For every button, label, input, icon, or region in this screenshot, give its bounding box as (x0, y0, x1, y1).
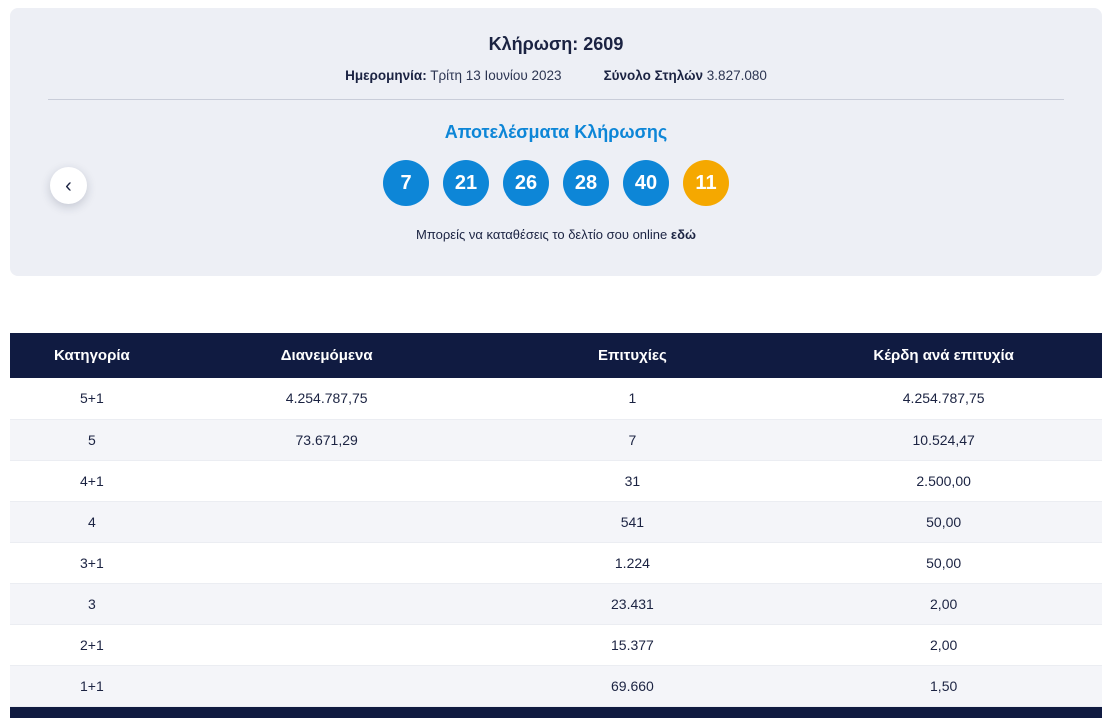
cell-prize: 2,00 (785, 624, 1102, 666)
table-row: 5 73.671,29 7 10.524,47 (10, 419, 1102, 461)
joker-number-ball: 11 (683, 160, 729, 206)
cell-category: 5 (10, 419, 174, 461)
cell-distributed (173, 665, 480, 707)
cell-prize: 2.500,00 (785, 460, 1102, 502)
table-header-row: Κατηγορία Διανεμόμενα Επιτυχίες Κέρδη αν… (10, 333, 1102, 378)
winning-number-ball: 21 (443, 160, 489, 206)
draw-date: Ημερομηνία: Τρίτη 13 Ιουνίου 2023 (345, 68, 561, 83)
draw-columns-value: 3.827.080 (706, 68, 767, 83)
cell-prize: 10.524,47 (785, 419, 1102, 461)
draw-meta: Ημερομηνία: Τρίτη 13 Ιουνίου 2023 Σύνολο… (10, 68, 1102, 83)
draw-title: Κλήρωση: 2609 (488, 34, 624, 54)
winning-numbers: 7 21 26 28 40 11 (10, 160, 1102, 206)
carousel-prev-button[interactable]: ‹ (50, 167, 87, 204)
draw-columns-label: Σύνολο Στηλών (603, 68, 704, 83)
cell-category: 4+1 (10, 460, 174, 502)
cell-winners: 69.660 (479, 665, 786, 707)
table-row: 4+1 31 2.500,00 (10, 460, 1102, 502)
table-row: 3 23.431 2,00 (10, 583, 1102, 625)
column-header-prize: Κέρδη ανά επιτυχία (785, 333, 1102, 378)
draw-date-value: Τρίτη 13 Ιουνίου 2023 (430, 68, 562, 83)
cell-distributed: 4.254.787,75 (173, 378, 480, 420)
cell-winners: 31 (479, 460, 786, 502)
cell-prize: 1,50 (785, 665, 1102, 707)
cell-category: 5+1 (10, 378, 174, 420)
divider (48, 99, 1064, 100)
draw-columns: Σύνολο Στηλών 3.827.080 (604, 68, 767, 83)
cell-prize: 50,00 (785, 542, 1102, 584)
cell-category: 3 (10, 583, 174, 625)
winning-number-ball: 26 (503, 160, 549, 206)
cell-category: 4 (10, 501, 174, 543)
cell-winners: 1.224 (479, 542, 786, 584)
cell-winners: 7 (479, 419, 786, 461)
winning-number-ball: 28 (563, 160, 609, 206)
winning-number-ball: 7 (383, 160, 429, 206)
deposit-cta: Μπορείς να καταθέσεις το δελτίο σου onli… (10, 227, 1102, 242)
column-header-category: Κατηγορία (10, 333, 174, 378)
cell-winners: 23.431 (479, 583, 786, 625)
cell-prize: 4.254.787,75 (785, 378, 1102, 420)
draw-date-label: Ημερομηνία: (345, 68, 427, 83)
prize-table-section: Κατηγορία Διανεμόμενα Επιτυχίες Κέρδη αν… (10, 333, 1102, 718)
table-row: 5+1 4.254.787,75 1 4.254.787,75 (10, 378, 1102, 420)
cell-category: 1+1 (10, 665, 174, 707)
table-footer-bar (10, 706, 1102, 718)
cell-distributed: 73.671,29 (173, 419, 480, 461)
cell-winners: 15.377 (479, 624, 786, 666)
cell-prize: 2,00 (785, 583, 1102, 625)
table-row: 3+1 1.224 50,00 (10, 542, 1102, 584)
cell-category: 3+1 (10, 542, 174, 584)
results-table: Κατηγορία Διανεμόμενα Επιτυχίες Κέρδη αν… (10, 333, 1102, 707)
cell-prize: 50,00 (785, 501, 1102, 543)
table-row: 2+1 15.377 2,00 (10, 624, 1102, 666)
cell-winners: 541 (479, 501, 786, 543)
cell-distributed (173, 583, 480, 625)
column-header-winners: Επιτυχίες (479, 333, 786, 378)
chevron-left-icon: ‹ (65, 174, 72, 197)
cta-link[interactable]: εδώ (670, 227, 696, 242)
cta-text: Μπορείς να καταθέσεις το δελτίο σου onli… (416, 227, 668, 242)
column-header-distributed: Διανεμόμενα (173, 333, 480, 378)
draw-summary-card: Κλήρωση: 2609 Ημερομηνία: Τρίτη 13 Ιουνί… (10, 8, 1102, 276)
winning-number-ball: 40 (623, 160, 669, 206)
results-title: Αποτελέσματα Κλήρωσης (444, 122, 668, 142)
cell-distributed (173, 501, 480, 543)
table-row: 4 541 50,00 (10, 501, 1102, 543)
cell-category: 2+1 (10, 624, 174, 666)
cell-distributed (173, 542, 480, 584)
cell-distributed (173, 460, 480, 502)
cell-winners: 1 (479, 378, 786, 420)
table-row: 1+1 69.660 1,50 (10, 665, 1102, 707)
cell-distributed (173, 624, 480, 666)
